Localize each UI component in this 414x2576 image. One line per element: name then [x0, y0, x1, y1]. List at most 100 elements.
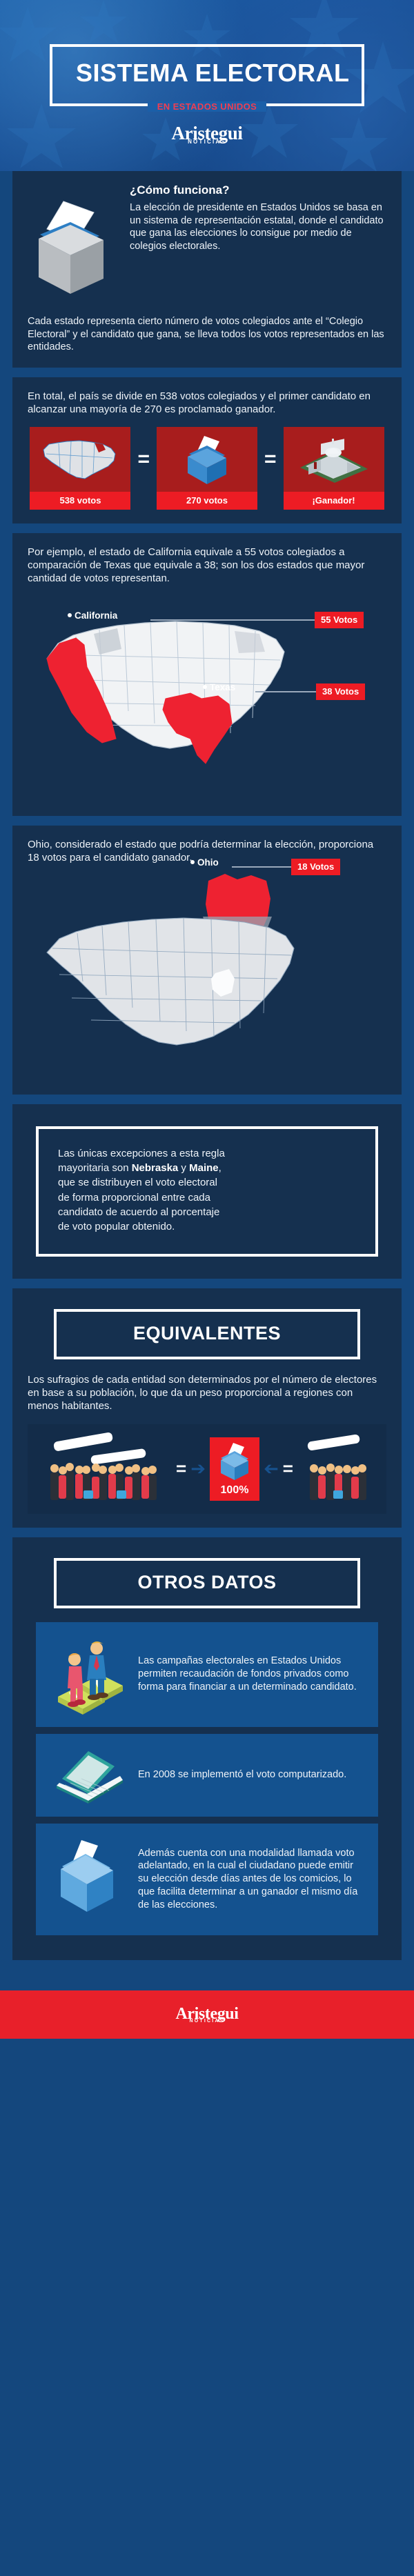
star-pattern-background [0, 0, 414, 171]
leader-line-texas [255, 690, 316, 692]
votes-badge-california: 55 Votos [315, 611, 364, 628]
ohio-paragraph: Ohio, considerado el estado que podría d… [28, 838, 374, 863]
arrow-left-icon: ➔ [264, 1458, 279, 1479]
votes-badge-ohio: 18 Votos [291, 858, 341, 875]
equals-sign-left: = [176, 1458, 187, 1479]
callout-ohio: 18 Votos [232, 858, 341, 875]
hero-banner: SISTEMA ELECTORAL EN ESTADOS UNIDOS Aris… [0, 0, 414, 171]
fact-text-computarized: En 2008 se implementó el voto computariz… [138, 1769, 347, 1781]
exceptions-line-3: que se distribuyen el voto electoral [58, 1177, 217, 1189]
hero-brand-logo: Aristegui NOTICIAS [172, 124, 243, 147]
footer-brand-subtitle: NOTICIAS [189, 2018, 225, 2024]
heading-frame-equivalentes: EQUIVALENTES [54, 1309, 360, 1360]
usa-map-icon [30, 427, 131, 492]
exceptions-line2-mid: y [178, 1162, 190, 1175]
callout-california: 55 Votos [150, 611, 364, 628]
map-marker-dot-icon [203, 685, 207, 690]
equivalence-label-2: ¡Ganador! [283, 492, 384, 510]
brand-name: Aristegui [171, 123, 243, 143]
section-heading-equivalentes: EQUIVALENTES [132, 1323, 282, 1344]
panel-total-votes: En total, el país se divide en 538 votos… [12, 377, 402, 524]
ballot-100-card: 100% [210, 1437, 259, 1501]
footer-bar: Aristegui NOTICIAS [0, 1990, 414, 2039]
aristegui-wordmark: Aristegui NOTICIAS [172, 124, 243, 145]
footer-aristegui-wordmark: Aristegui NOTICIAS [175, 2006, 238, 2024]
how-paragraph: La elección de presidente en Estados Uni… [130, 202, 384, 252]
total-paragraph: En total, el país se divide en 538 votos… [28, 390, 371, 415]
section-heading-otros-datos: OTROS DATOS [137, 1571, 277, 1592]
ohio-label: Ohio [197, 857, 219, 868]
equals-sign-1: = [137, 448, 150, 471]
usa-map-ca-tx-icon [46, 620, 285, 764]
state-label-ohio: Ohio [190, 857, 219, 868]
exceptions-line-5: candidato de acuerdo al porcentaje [58, 1206, 220, 1218]
fact-text-financing: Las campañas electorales en Estados Unid… [138, 1655, 357, 1693]
crowd-small-icon [307, 1434, 366, 1500]
equivalence-card-winner: ¡Ganador! [283, 427, 384, 510]
fact-card-computarized: En 2008 se implementó el voto computariz… [36, 1733, 378, 1817]
hero-subtitle: EN ESTADOS UNIDOS [147, 101, 267, 112]
equivalence-label-1: 270 votos [157, 492, 257, 510]
ballot-box-icon [39, 201, 103, 294]
exceptions-frame: Las únicas excepciones a esta regla mayo… [36, 1126, 378, 1257]
equals-sign-right: = [282, 1458, 293, 1479]
leader-line-california [150, 619, 315, 621]
usa-map-ohio-icon [46, 917, 295, 1046]
leader-line-ohio [232, 866, 291, 868]
bottom-spacer [0, 1969, 414, 1990]
map-california-texas: California 55 Votos Texas 38 Votos [28, 595, 386, 802]
map-marker-dot-icon [190, 860, 195, 865]
footer-brand-name: Aristegui [175, 2004, 239, 2023]
state-label-california: California [68, 610, 117, 621]
arrow-right-icon: ➔ [190, 1458, 206, 1479]
panel-california-texas: Por ejemplo, el estado de California equ… [12, 533, 402, 816]
panel-how-it-works: ¿Cómo funciona? La elección de president… [12, 171, 402, 368]
panel-equivalentes: EQUIVALENTES Los sufragios de cada entid… [12, 1288, 402, 1528]
equivalentes-paragraph: Los sufragios de cada entidad son determ… [28, 1374, 377, 1412]
texas-label: Texas [210, 681, 236, 692]
exceptions-line2-pre: mayoritaria son [58, 1162, 132, 1175]
percentage-badge: 100% [220, 1484, 249, 1496]
crowd-large-icon [50, 1432, 157, 1500]
fact-text-early-vote: Además cuenta con una modalidad llamada … [138, 1847, 358, 1910]
exceptions-line-2: mayoritaria son Nebraska y Maine, [58, 1161, 356, 1175]
map-ohio: Ohio 18 Votos [28, 857, 386, 1081]
votes-badge-texas: 38 Votos [316, 683, 366, 700]
state-nebraska: Nebraska [131, 1162, 179, 1175]
section-heading-how: ¿Cómo funciona? [130, 183, 230, 197]
content-body: ¿Cómo funciona? La elección de president… [0, 171, 414, 1960]
california-label: California [75, 610, 118, 621]
equivalence-label-0: 538 votos [30, 492, 131, 510]
exceptions-line2-post: , [218, 1162, 221, 1175]
ballot-box-icon [48, 1835, 130, 1924]
equivalence-row: 538 votos = 270 votos [28, 427, 386, 510]
callout-texas: 38 Votos [255, 683, 366, 700]
decorative-stars-icon [0, 0, 414, 171]
fact-card-early-vote: Además cuenta con una modalidad llamada … [36, 1823, 378, 1935]
exceptions-line-1: Las únicas excepciones a esta regla [58, 1147, 225, 1159]
map-marker-dot-icon [68, 613, 72, 618]
ballot-box-icon [157, 427, 257, 492]
how-paragraph-full: Cada estado representa cierto número de … [28, 316, 384, 353]
panel-otros-datos: OTROS DATOS [12, 1537, 402, 1960]
fact-card-financing: Las campañas electorales en Estados Unid… [36, 1621, 378, 1727]
equivalence-card-538: 538 votos [30, 427, 131, 510]
heading-frame-otros-datos: OTROS DATOS [54, 1557, 360, 1608]
states-paragraph: Por ejemplo, el estado de California equ… [28, 546, 365, 585]
state-maine: Maine [189, 1162, 219, 1175]
panel-ohio: Ohio, considerado el estado que podría d… [12, 825, 402, 1095]
state-label-texas: Texas [203, 682, 235, 692]
ballot-box-icon [221, 1442, 248, 1480]
exceptions-line-6: de voto popular obtenido. [58, 1220, 175, 1232]
couple-on-money-icon [48, 1633, 130, 1716]
equivalence-card-270: 270 votos [157, 427, 257, 510]
hero-subtitle-wrap: EN ESTADOS UNIDOS [52, 101, 362, 112]
panel-exceptions: Las únicas excepciones a esta regla mayo… [12, 1104, 402, 1279]
exceptions-line-4: de forma proporcional entre cada [58, 1191, 210, 1204]
hero-title-frame: SISTEMA ELECTORAL EN ESTADOS UNIDOS [50, 44, 364, 112]
equals-sign-2: = [264, 448, 277, 471]
crowd-equivalence-strip: = ➔ 100% ➔ = [28, 1424, 386, 1514]
brand-subtitle: NOTICIAS [188, 139, 226, 145]
ballot-box-illustration [28, 183, 124, 311]
